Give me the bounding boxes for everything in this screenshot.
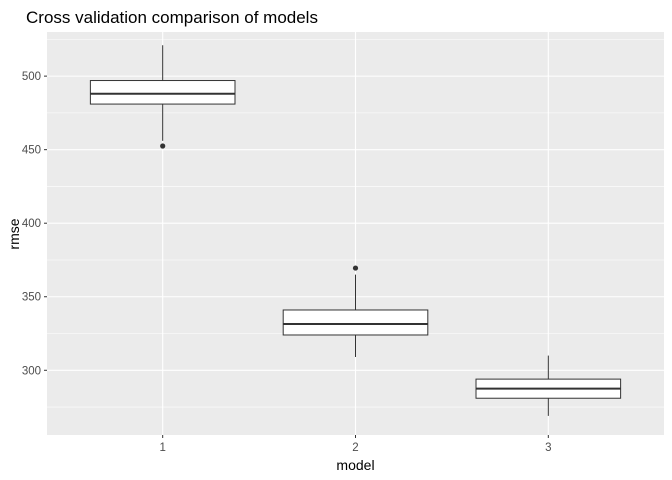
y-tick-label: 300 xyxy=(22,365,41,377)
box-2 xyxy=(282,265,429,358)
y-axis-title: rmse xyxy=(6,218,22,249)
x-tick-label: 2 xyxy=(352,442,358,454)
y-axis: 300 350 400 450 500 xyxy=(22,71,47,377)
iqr-box xyxy=(89,80,236,105)
x-axis: 1 2 3 xyxy=(159,435,552,454)
y-tick-label: 350 xyxy=(22,292,41,304)
x-tick-label: 1 xyxy=(159,442,165,454)
chart-title: Cross validation comparison of models xyxy=(26,8,318,27)
box-3 xyxy=(475,355,622,416)
iqr-box xyxy=(282,309,429,336)
outlier-point xyxy=(352,265,359,271)
major-gridlines xyxy=(47,32,664,435)
y-tick-label: 400 xyxy=(22,218,41,230)
boxes xyxy=(89,45,622,416)
outlier-point xyxy=(160,143,166,149)
x-axis-title: model xyxy=(336,457,374,473)
box-1 xyxy=(89,45,236,149)
y-tick-label: 450 xyxy=(22,145,41,157)
x-tick-label: 3 xyxy=(545,442,551,454)
y-tick-label: 500 xyxy=(22,71,41,83)
